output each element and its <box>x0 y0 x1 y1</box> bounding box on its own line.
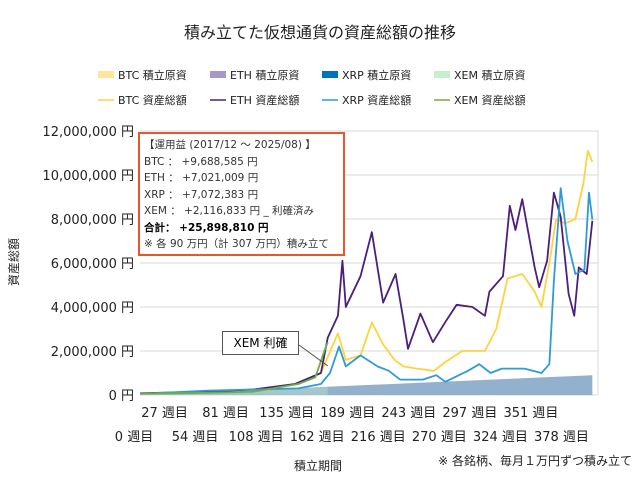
legend-swatch <box>434 71 450 78</box>
legend-label: XEM 資産総額 <box>454 93 525 107</box>
legend: BTC 積立原資 ETH 積立原資 XRP 積立原資 XEM 積立原資 BTC 資産総額… <box>98 68 525 107</box>
area-series <box>140 375 593 395</box>
x-tick-label: 54 週目 <box>172 430 219 445</box>
annotation-line-xrp: XRP ： +7,072,383 円 <box>144 188 259 201</box>
legend-label: XRP 資産総額 <box>342 93 411 107</box>
x-tick-label: 351 週目 <box>503 406 558 421</box>
legend-label: ETH 資産総額 <box>230 93 299 107</box>
annotation-footnote: ※ 各 90 万円（計 307 万円）積み立て <box>144 238 329 250</box>
x-tick-label: 189 週目 <box>320 406 375 421</box>
x-tick-label: 135 週目 <box>259 406 314 421</box>
legend-label: XEM 積立原資 <box>454 68 525 82</box>
annotation-line-xem: XEM ： +2,116,833 円 _ 利確済み <box>144 205 315 217</box>
x-tick-label: 297 週目 <box>442 406 497 421</box>
y-axis-label: 資産総額 <box>6 238 21 286</box>
annotation-box: 【運用益 (2017/12 ～ 2025/08) 】 BTC ： +9,688,… <box>138 132 345 256</box>
legend-swatch <box>98 71 114 78</box>
line-eth <box>139 191 594 395</box>
xem-callout: XEM 利確 <box>222 331 299 355</box>
x-axis-label: 積立期間 <box>294 458 342 473</box>
y-tick-label: 2,000,000 円 <box>51 345 134 360</box>
y-tick-label: 4,000,000 円 <box>51 301 134 316</box>
footnote: ※ 各銘柄、毎月１万円ずつ積み立て <box>438 453 632 468</box>
legend-swatch <box>322 71 338 78</box>
x-tick-label: 81 週目 <box>202 406 249 421</box>
y-tick-label: 8,000,000 円 <box>51 213 134 228</box>
area-eth <box>140 375 593 395</box>
chart-title: 積み立てた仮想通貨の資産総額の推移 <box>184 23 456 42</box>
x-tick-label: 162 週目 <box>290 430 345 445</box>
legend-label: XRP 積立原資 <box>342 68 411 82</box>
line-xem <box>139 341 329 395</box>
x-tick-label: 270 週目 <box>412 430 467 445</box>
y-tick-label: 0 円 <box>109 389 134 404</box>
area-xrp <box>140 375 593 395</box>
annotation-line-btc: BTC ： +9,688,585 円 <box>144 155 258 168</box>
annotation-line-eth: ETH ： +7,021,009 円 <box>144 172 259 184</box>
x-tick-label: 108 週目 <box>229 430 284 445</box>
x-tick-label: 324 週目 <box>473 430 528 445</box>
legend-label: BTC 資産総額 <box>118 93 187 107</box>
y-tick-label: 6,000,000 円 <box>51 257 134 272</box>
x-tick-label: 27 週目 <box>141 406 188 421</box>
line-xrp <box>139 187 594 395</box>
annotation-title: 【運用益 (2017/12 ～ 2025/08) 】 <box>144 139 316 151</box>
x-tick-label: 0 週目 <box>115 430 153 445</box>
y-tick-labels: 0 円 2,000,000 円 4,000,000 円 6,000,000 円 8,00… <box>42 125 134 404</box>
x-tick-label: 243 週目 <box>381 406 436 421</box>
x-tick-labels: 0 週目 27 週目 54 週目 81 週目 108 週目 135 週目 162 週目 189… <box>115 406 589 445</box>
x-tick-label: 216 週目 <box>351 430 406 445</box>
legend-label: BTC 積立原資 <box>118 68 187 82</box>
y-tick-label: 10,000,000 円 <box>42 169 134 184</box>
legend-label: ETH 積立原資 <box>230 68 299 82</box>
y-tick-label: 12,000,000 円 <box>42 125 134 140</box>
area-btc <box>140 375 593 395</box>
line-series <box>139 149 594 395</box>
callout-leader <box>298 344 329 367</box>
annotation-total: 合計： +25,898,810 円 <box>144 221 269 234</box>
legend-swatch <box>210 71 226 78</box>
x-tick-label: 378 週目 <box>534 430 589 445</box>
